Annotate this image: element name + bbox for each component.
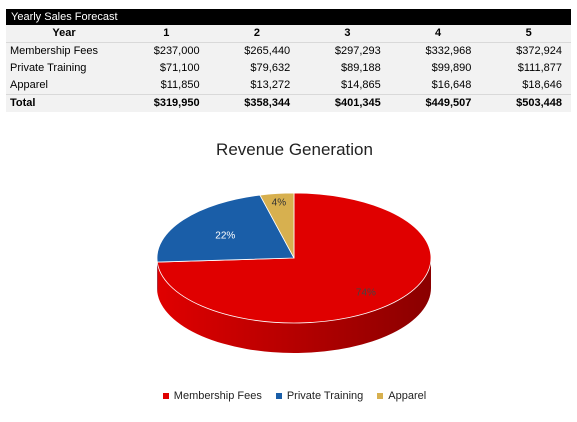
chart-legend: Membership Fees Private Training Apparel (0, 390, 577, 402)
data-label-membership-fees: 74% (356, 288, 376, 299)
table-cell: $372,924 (516, 45, 562, 57)
total-cell: $319,950 (118, 94, 209, 112)
header-year-3: 3 (299, 25, 390, 43)
total-cell: $401,345 (299, 94, 390, 112)
header-year: Year (6, 25, 118, 43)
table-cell: $99,890 (431, 62, 472, 74)
legend-item-private-training: Private Training (275, 390, 364, 402)
table-cell: $18,646 (522, 79, 562, 91)
total-cell: $449,507 (389, 94, 481, 112)
table-cell: $79,632 (250, 62, 291, 74)
table-cell: $332,968 (425, 45, 472, 57)
table-cell: $111,877 (517, 62, 562, 74)
pie-slice-apparel (259, 192, 295, 259)
legend-label: Membership Fees (173, 390, 262, 402)
table-row: Private Training $71,100 $79,632 $89,188… (6, 60, 571, 77)
legend-label: Private Training (286, 390, 364, 402)
table-cell: $71,100 (159, 62, 200, 74)
header-year-2: 2 (208, 25, 300, 43)
data-label-private-training: 22% (215, 230, 235, 241)
total-cell: $503,448 (480, 94, 571, 112)
legend-swatch (162, 393, 169, 399)
table-total-row: Total $319,950 $358,344 $401,345 $449,50… (6, 94, 571, 112)
table-cell: $297,293 (334, 45, 381, 57)
header-year-1: 1 (118, 25, 209, 43)
table-cell: $14,865 (341, 79, 381, 91)
legend-label: Apparel (388, 390, 427, 402)
legend-item-membership-fees: Membership Fees (162, 390, 262, 402)
forecast-grid: Year 1 2 3 4 5 Membership Fees $237,000 … (6, 25, 571, 112)
row-label: Membership Fees (10, 45, 99, 57)
table-header-row: Year 1 2 3 4 5 (6, 25, 571, 43)
table-cell: $265,440 (244, 45, 291, 57)
legend-swatch (275, 393, 282, 399)
pie-side-membership-fees (157, 258, 432, 353)
chart-title: Revenue Generation (216, 140, 373, 159)
table-title: Yearly Sales Forecast (6, 9, 571, 25)
legend-item-apparel: Apparel (377, 390, 426, 402)
row-label: Private Training (10, 62, 87, 74)
legend-swatch (377, 393, 384, 399)
total-cell: $358,344 (208, 94, 300, 112)
data-label-apparel: 4% (272, 197, 287, 208)
table-row: Membership Fees $237,000 $265,440 $297,2… (6, 43, 571, 61)
row-label: Apparel (10, 79, 48, 91)
total-label: Total (6, 94, 118, 112)
header-year-4: 4 (389, 25, 481, 43)
table-cell: $237,000 (153, 45, 200, 57)
sales-forecast-table: Yearly Sales Forecast Year 1 2 3 4 5 Mem… (6, 9, 571, 112)
table-cell: $16,648 (431, 79, 472, 91)
table-cell: $11,850 (160, 79, 200, 91)
header-year-5: 5 (480, 25, 571, 43)
table-cell: $13,272 (250, 79, 291, 91)
pie-slice-private-training (156, 194, 295, 263)
table-cell: $89,188 (341, 62, 381, 74)
table-row: Apparel $11,850 $13,272 $14,865 $16,648 … (6, 77, 571, 95)
